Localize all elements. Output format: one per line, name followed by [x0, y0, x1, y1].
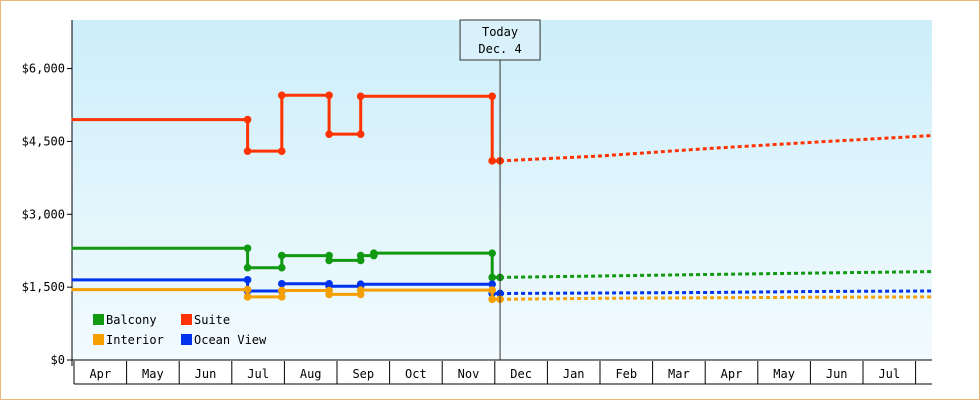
x-month-label: Feb: [615, 367, 637, 381]
x-month-label: Dec: [510, 367, 532, 381]
legend-label-balcony: Balcony: [106, 313, 157, 327]
suite-point: [277, 91, 286, 100]
ocean-view-point: [277, 279, 286, 288]
suite-history-line: [71, 93, 501, 163]
y-axis: $0 $1,500 $3,000 $4,500 $6,000: [22, 20, 73, 367]
x-month-label: May: [773, 367, 795, 381]
ocean-view-forecast-line: [500, 289, 932, 295]
series-balcony: [71, 244, 932, 282]
balcony-point: [277, 251, 286, 260]
balcony-history-line: [71, 246, 501, 279]
balcony-point: [243, 244, 252, 253]
interior-point: [277, 293, 286, 301]
x-month-label: Oct: [405, 367, 427, 381]
legend-label-ocean-view: Ocean View: [194, 333, 267, 347]
legend-swatch-ocean-view: [181, 334, 192, 345]
ocean-view-point: [488, 280, 496, 289]
x-month-label: Jan: [563, 367, 585, 381]
ocean-view-point: [356, 280, 365, 289]
today-marker: Today Dec. 4: [459, 19, 541, 360]
x-month-label: Mar: [668, 367, 690, 381]
today-date: Dec. 4: [478, 42, 521, 56]
x-month-label: Apr: [89, 367, 111, 381]
interior-point: [243, 285, 252, 294]
y-tick-label: $1,500: [22, 280, 65, 294]
legend-label-interior: Interior: [106, 333, 164, 347]
x-month-label: Apr: [721, 367, 743, 381]
interior-point: [325, 290, 333, 299]
series-layer: [71, 91, 932, 304]
suite-point: [488, 92, 496, 101]
legend-swatch-interior: [93, 334, 104, 345]
today-label: Today: [482, 25, 518, 39]
y-tick-label: $4,500: [22, 134, 65, 148]
balcony-forecast-line: [500, 270, 932, 279]
suite-forecast-line: [500, 134, 932, 163]
suite-point: [356, 130, 365, 138]
balcony-point: [325, 256, 333, 265]
legend: Balcony Suite Interior Ocean View: [93, 313, 267, 347]
series-suite: [71, 91, 932, 165]
today-box: [459, 19, 541, 61]
x-month-label: Jul: [247, 367, 269, 381]
balcony-point: [488, 273, 496, 282]
x-month-label: May: [142, 367, 164, 381]
y-tick-label: $3,000: [22, 207, 65, 221]
x-month-label: Jun: [826, 367, 848, 381]
interior-point: [277, 286, 286, 295]
suite-point: [325, 130, 333, 138]
suite-point: [325, 91, 333, 100]
y-tick-label: $0: [51, 353, 65, 367]
x-month-label: Jul: [878, 367, 900, 381]
legend-swatch-balcony: [93, 314, 104, 325]
interior-point: [243, 293, 252, 301]
suite-point: [243, 147, 252, 155]
suite-point: [488, 157, 496, 165]
balcony-point: [277, 263, 286, 272]
y-tick-label: $6,000: [22, 62, 65, 76]
balcony-point: [243, 263, 252, 272]
x-month-label: Sep: [352, 367, 374, 381]
balcony-point: [488, 249, 496, 257]
legend-label-suite: Suite: [194, 313, 230, 327]
balcony-point: [370, 249, 378, 257]
x-month-label: Nov: [458, 367, 480, 381]
x-month-label: Jun: [195, 367, 217, 381]
suite-point: [356, 92, 365, 101]
suite-point: [243, 115, 252, 124]
balcony-point: [356, 251, 365, 260]
legend-swatch-suite: [181, 314, 192, 325]
plot-background: [72, 20, 932, 360]
interior-point: [488, 295, 496, 304]
x-month-label: Aug: [300, 367, 322, 381]
interior-forecast-line: [500, 295, 932, 301]
series-interior: [71, 285, 932, 304]
interior-point: [488, 286, 496, 294]
interior-point: [356, 286, 365, 294]
x-axis: Apr May Jun Jul Aug Sep Oct Nov Dec Jan Feb Mar Apr M…: [72, 359, 932, 385]
ocean-view-point: [243, 276, 252, 284]
suite-point: [277, 147, 286, 155]
